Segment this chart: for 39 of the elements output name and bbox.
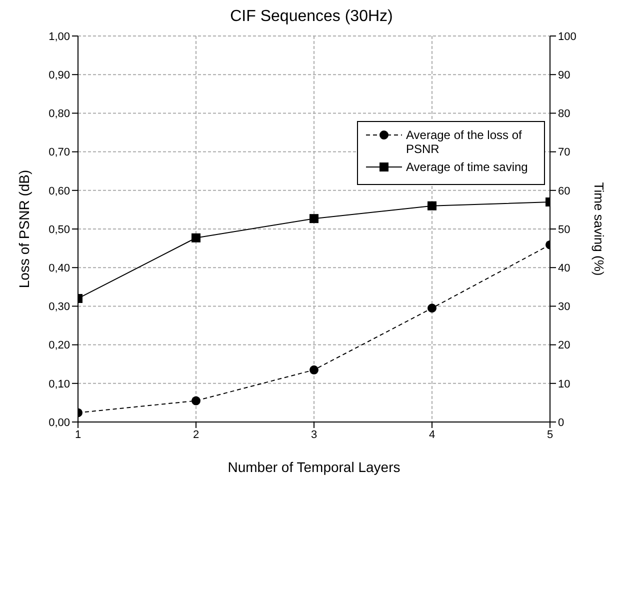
- y2-tick-label: 70: [558, 146, 570, 159]
- point: [428, 304, 436, 313]
- y2-tick-label: 100: [558, 30, 576, 43]
- y2-tick-label: 90: [558, 70, 570, 82]
- y-tick-label: 1,00: [48, 30, 70, 43]
- y-tick-label: 0,10: [48, 378, 70, 390]
- y2-tick-label: 10: [558, 378, 570, 390]
- y-tick-label: 0,40: [48, 262, 70, 275]
- x-tick-label: 4: [428, 428, 436, 441]
- legend-label: Average of time saving: [406, 160, 528, 174]
- y-tick-label: 0,60: [48, 185, 70, 198]
- y-tick-label: 0,20: [48, 340, 70, 352]
- y-tick-label: 0,70: [48, 146, 70, 159]
- point: [192, 233, 200, 242]
- x-tick-label: 1: [74, 428, 82, 441]
- y2-tick-label: 0: [558, 416, 564, 429]
- y-tick-label: 0,00: [48, 416, 70, 429]
- y2-tick-label: 60: [558, 185, 570, 198]
- x-tick-label: 2: [192, 428, 200, 441]
- y-tick-label: 0,50: [48, 224, 70, 236]
- x-tick-label: 3: [310, 428, 318, 441]
- y2-axis-title: Time saving (%): [591, 182, 606, 276]
- x-tick-label: 5: [546, 428, 554, 441]
- y2-tick-label: 20: [558, 340, 570, 352]
- x-axis-title: Number of Temporal Layers: [228, 459, 400, 475]
- y-tick-label: 0,80: [48, 108, 70, 120]
- y2-tick-label: 40: [558, 262, 570, 275]
- point: [310, 365, 318, 374]
- y2-tick-label: 50: [558, 224, 570, 236]
- y-tick-label: 0,30: [48, 301, 70, 314]
- y2-tick-label: 80: [558, 108, 570, 120]
- chart-title: CIF Sequences (30Hz): [229, 8, 394, 26]
- y-tick-label: 0,90: [48, 70, 70, 82]
- y2-tick-label: 30: [558, 301, 570, 314]
- point: [192, 396, 200, 406]
- point: [310, 214, 318, 224]
- legend-label: Average of the loss of PSNR: [406, 128, 523, 156]
- point: [428, 201, 436, 210]
- y-axis-title: Loss of PSNR (dB): [16, 170, 32, 288]
